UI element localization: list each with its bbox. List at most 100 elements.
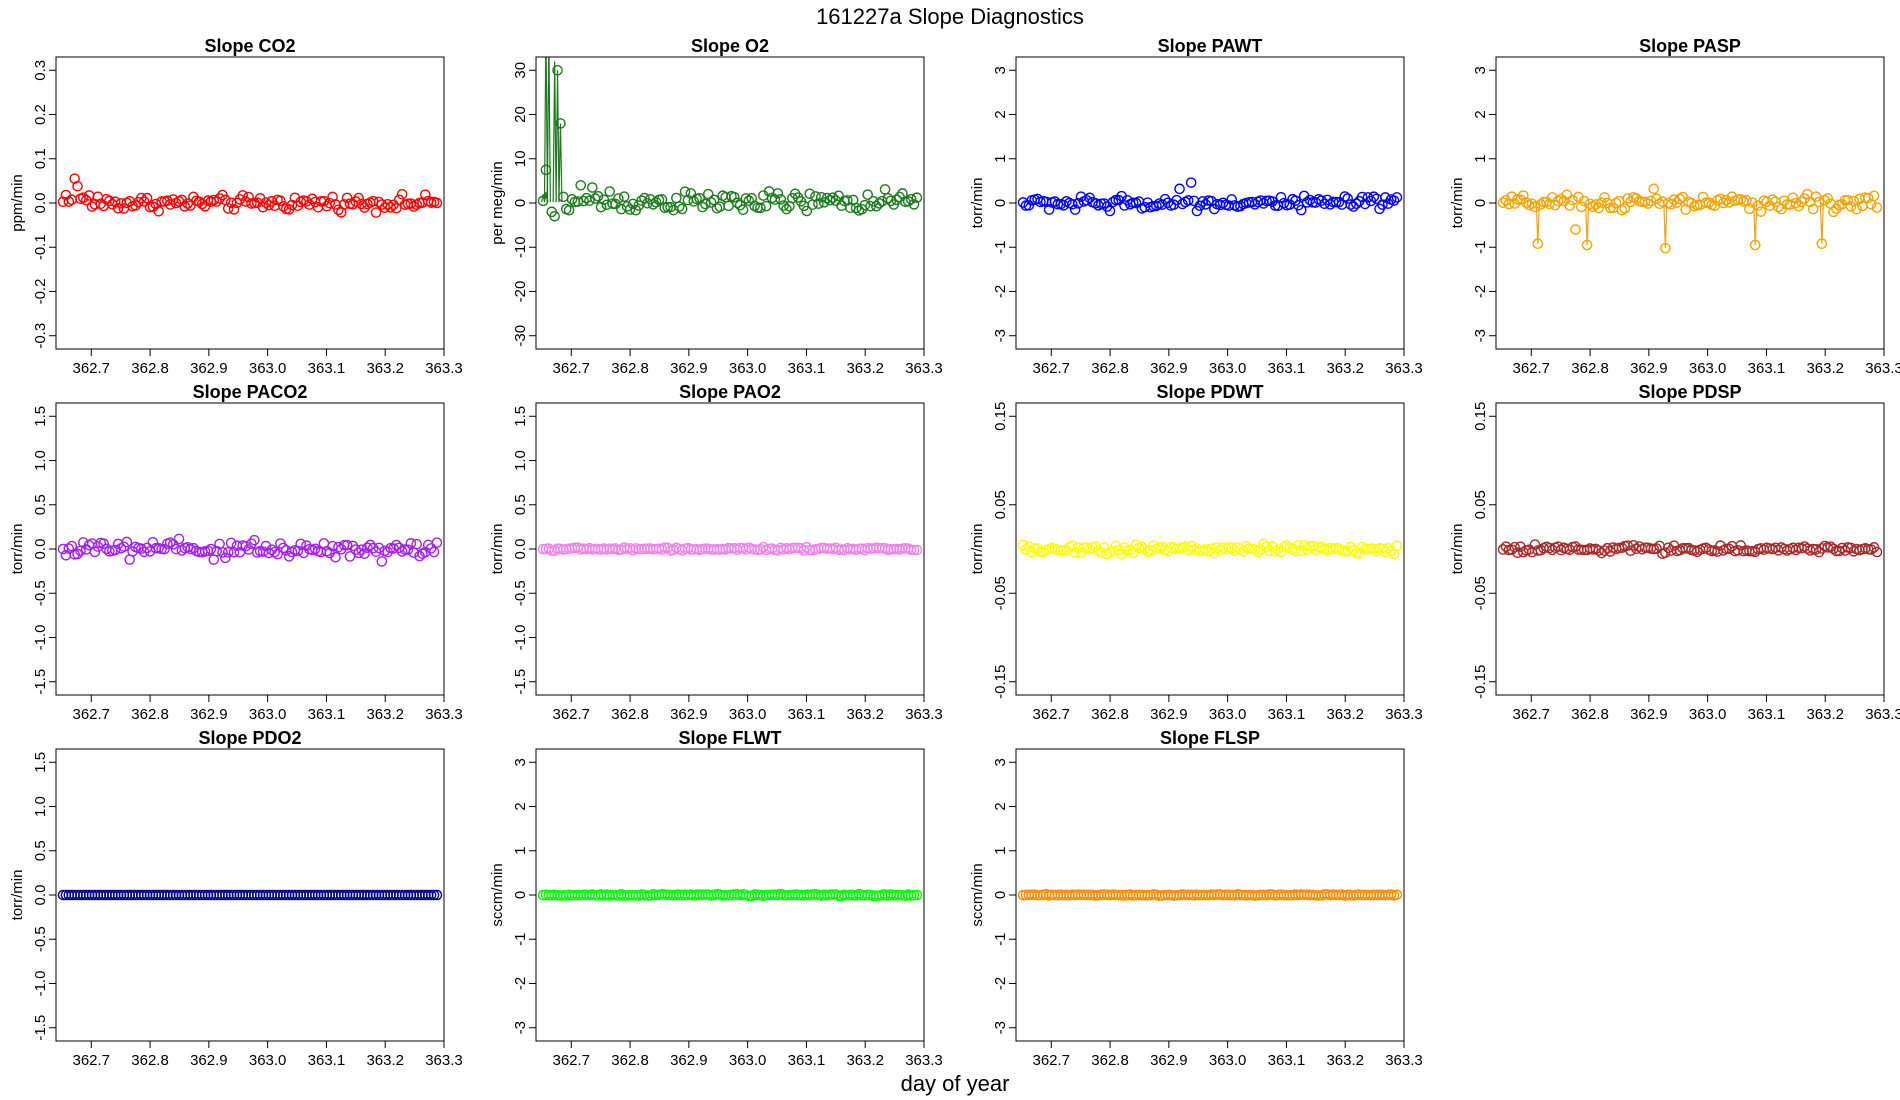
data-point bbox=[1767, 194, 1778, 205]
data-point bbox=[1671, 197, 1683, 208]
data-point bbox=[624, 204, 636, 215]
plot-area bbox=[1497, 539, 1883, 560]
y-tick-label: 2 bbox=[992, 110, 1009, 118]
data-point bbox=[639, 192, 650, 204]
data-point bbox=[1503, 198, 1515, 210]
y-tick-label: 3 bbox=[512, 758, 529, 766]
data-point bbox=[109, 196, 121, 207]
data-point bbox=[367, 542, 379, 554]
y-tick-label: 1.0 bbox=[32, 796, 49, 817]
panel-slope-pawt: Slope PAWT -3 -2 -1 0 1 2 3 362.7 362.8 362.9 363.0… bbox=[969, 36, 1423, 377]
y-tick-label: -1.0 bbox=[512, 625, 529, 651]
y-tick-label: -1.5 bbox=[32, 1015, 49, 1041]
data-point bbox=[1067, 198, 1078, 210]
data-point bbox=[1049, 196, 1061, 207]
data-point bbox=[243, 191, 254, 203]
data-point bbox=[344, 551, 356, 562]
data-point bbox=[1816, 238, 1828, 250]
data-point bbox=[341, 192, 353, 204]
y-tick-label: 20 bbox=[512, 106, 529, 123]
data-point bbox=[1787, 192, 1799, 203]
data-point bbox=[1348, 201, 1359, 212]
data-point bbox=[1625, 545, 1636, 557]
data-point bbox=[1275, 191, 1287, 203]
data-point bbox=[159, 543, 170, 555]
figure-title: 161227a Slope Diagnostics bbox=[816, 4, 1084, 29]
data-point bbox=[147, 536, 159, 548]
data-point bbox=[772, 188, 784, 199]
x-tick-label: 363.2 bbox=[1806, 706, 1844, 723]
data-point bbox=[616, 203, 627, 215]
x-tick-label: 362.9 bbox=[190, 360, 228, 377]
data-point bbox=[1813, 546, 1825, 558]
y-tick-label: 1 bbox=[992, 155, 1009, 163]
data-point bbox=[911, 544, 923, 556]
data-point bbox=[592, 190, 604, 202]
data-point bbox=[333, 204, 344, 216]
y-tick-label: -2 bbox=[1472, 285, 1489, 298]
y-tick-label: 0 bbox=[512, 199, 529, 207]
data-point bbox=[1790, 197, 1802, 209]
data-point bbox=[63, 543, 75, 554]
y-tick-label: 2 bbox=[1472, 110, 1489, 118]
data-point bbox=[199, 201, 211, 212]
panel-title: Slope PASP bbox=[1639, 36, 1741, 56]
data-point bbox=[78, 192, 89, 203]
data-point bbox=[743, 195, 755, 207]
y-tick-label: -10 bbox=[512, 236, 529, 258]
x-tick-label: 363.0 bbox=[1209, 360, 1247, 377]
data-point bbox=[604, 186, 616, 197]
data-point bbox=[222, 547, 234, 558]
data-point bbox=[1067, 540, 1078, 551]
y-tick-label: 1.5 bbox=[512, 406, 529, 427]
data-point bbox=[775, 194, 787, 205]
data-point bbox=[1182, 195, 1194, 206]
data-point bbox=[902, 196, 914, 207]
data-point bbox=[1520, 197, 1532, 208]
x-tick-label: 362.9 bbox=[190, 1052, 228, 1069]
data-point bbox=[428, 889, 440, 901]
data-point bbox=[1119, 542, 1130, 553]
y-axis-label: ppm/min bbox=[9, 174, 26, 232]
y-tick-label: -3 bbox=[1472, 329, 1489, 342]
data-point bbox=[705, 197, 717, 208]
data-point bbox=[179, 201, 191, 212]
x-tick-label: 363.1 bbox=[788, 1052, 826, 1069]
series-connector bbox=[1819, 202, 1824, 244]
x-tick-label: 362.8 bbox=[1571, 360, 1609, 377]
data-point bbox=[1391, 540, 1403, 552]
x-tick-label: 362.7 bbox=[1032, 706, 1070, 723]
data-point bbox=[1807, 203, 1819, 215]
data-point bbox=[222, 203, 234, 214]
data-point bbox=[1628, 540, 1639, 551]
y-tick-label: -1.5 bbox=[512, 669, 529, 695]
data-point bbox=[286, 546, 298, 558]
y-tick-label: 1 bbox=[992, 847, 1009, 855]
y-axis-label: torr/min bbox=[969, 178, 986, 229]
data-point bbox=[1188, 195, 1200, 207]
y-tick-label: -2 bbox=[512, 977, 529, 990]
data-point bbox=[1532, 238, 1544, 250]
data-point bbox=[86, 201, 98, 212]
data-point bbox=[1651, 543, 1662, 554]
data-point bbox=[1828, 206, 1839, 218]
data-point bbox=[833, 190, 844, 202]
x-tick-label: 362.9 bbox=[1630, 360, 1668, 377]
y-tick-label: 3 bbox=[992, 66, 1009, 74]
y-tick-label: -20 bbox=[512, 281, 529, 303]
data-point bbox=[1029, 543, 1040, 554]
data-point bbox=[1295, 545, 1307, 557]
x-tick-label: 363.1 bbox=[1748, 360, 1786, 377]
plot-area bbox=[57, 533, 443, 567]
data-point bbox=[1107, 196, 1119, 208]
data-point bbox=[376, 556, 388, 567]
data-point bbox=[650, 196, 662, 208]
data-point bbox=[1226, 194, 1238, 205]
x-tick-label: 362.7 bbox=[72, 1052, 110, 1069]
y-tick-label: -0.05 bbox=[992, 576, 1009, 610]
x-tick-label: 363.3 bbox=[1385, 1052, 1423, 1069]
data-point bbox=[578, 195, 589, 207]
data-point bbox=[1388, 195, 1400, 206]
data-point bbox=[164, 537, 176, 549]
data-point bbox=[673, 201, 685, 212]
